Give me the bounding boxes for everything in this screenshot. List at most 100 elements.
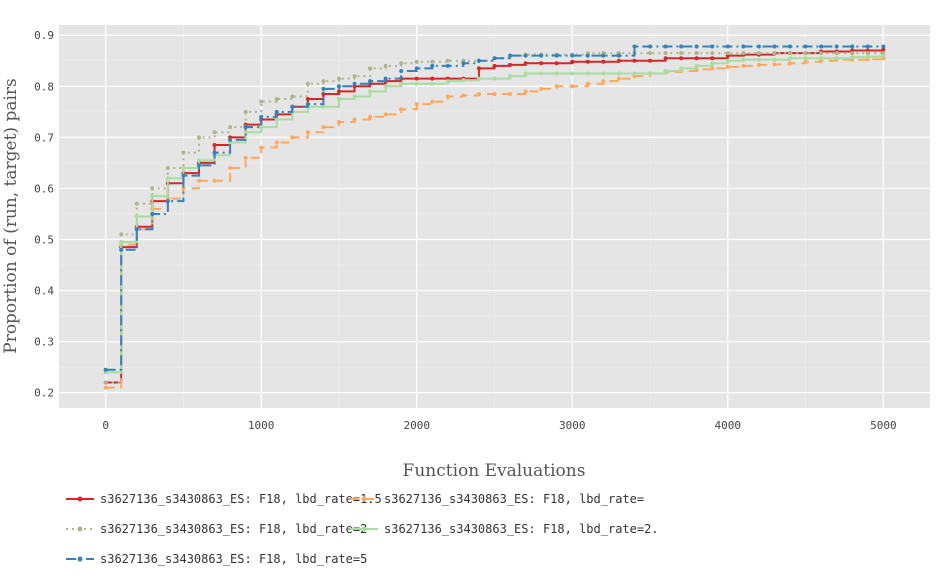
data-point [228, 125, 233, 130]
data-point [430, 99, 435, 104]
data-point [492, 76, 497, 81]
data-point [430, 59, 435, 64]
data-point [648, 58, 653, 63]
data-point [103, 385, 108, 390]
data-point [150, 186, 155, 191]
y-tick-label: 0.3 [34, 336, 54, 349]
data-point [181, 173, 186, 178]
data-point [228, 137, 233, 142]
data-point [741, 63, 746, 68]
data-point [865, 54, 870, 59]
data-point [539, 86, 544, 91]
data-point [788, 44, 793, 49]
data-point [570, 84, 575, 89]
data-point [725, 64, 730, 69]
data-point [196, 178, 201, 183]
data-point [663, 56, 668, 61]
data-point [103, 367, 108, 372]
data-point [819, 44, 824, 49]
data-point [632, 71, 637, 76]
data-point [679, 51, 684, 56]
data-point [601, 79, 606, 84]
data-point [508, 74, 513, 79]
data-point [321, 104, 326, 109]
data-point [663, 68, 668, 73]
data-point [383, 112, 388, 117]
data-point [819, 51, 824, 56]
data-point [741, 57, 746, 62]
data-point [274, 109, 279, 114]
legend-item-3: s3627136_s3430863_ES: F18, lbd_rate=2 [66, 522, 367, 536]
data-point [321, 79, 326, 84]
data-point [134, 201, 139, 206]
legend-label: s3627136_s3430863_ES: F18, lbd_rate=2. [384, 522, 659, 536]
data-point [461, 93, 466, 98]
legend-item-1: s3627136_s3430863_ES: F18, lbd_rate=1.5 [66, 492, 382, 506]
data-point [756, 51, 761, 56]
data-point [725, 44, 730, 49]
data-point [399, 68, 404, 73]
x-tick-label: 5000 [870, 419, 897, 432]
data-point [165, 199, 170, 204]
data-point [196, 135, 201, 140]
data-point [788, 61, 793, 66]
legend-label: s3627136_s3430863_ES: F18, lbd_rate=2 [100, 522, 367, 536]
data-point [336, 97, 341, 102]
data-point [585, 81, 590, 86]
data-point [383, 84, 388, 89]
data-point [803, 51, 808, 56]
data-point [508, 91, 513, 96]
legend-swatch-marker [77, 496, 83, 502]
data-point [803, 44, 808, 49]
data-point [430, 63, 435, 68]
data-point [274, 97, 279, 102]
data-point [679, 44, 684, 49]
data-point [368, 66, 373, 71]
data-point [181, 150, 186, 155]
x-tick-label: 3000 [559, 419, 586, 432]
data-point [414, 81, 419, 86]
data-point [663, 44, 668, 49]
data-point [694, 63, 699, 68]
data-point [352, 94, 357, 99]
data-point [725, 51, 730, 56]
data-point [290, 94, 295, 99]
data-point [679, 56, 684, 61]
data-point [399, 81, 404, 86]
data-point [834, 44, 839, 49]
data-point [103, 380, 108, 385]
x-tick-label: 0 [102, 419, 109, 432]
legend-label: s3627136_s3430863_ES: F18, lbd_rate=1.5 [100, 492, 382, 506]
y-tick-label: 0.5 [34, 233, 54, 246]
data-point [212, 130, 217, 135]
data-point [259, 145, 264, 150]
data-point [368, 89, 373, 94]
data-point [196, 158, 201, 163]
data-point [508, 53, 513, 58]
data-point [679, 66, 684, 71]
data-point [336, 89, 341, 94]
data-point [710, 51, 715, 56]
data-point [616, 58, 621, 63]
data-point [508, 62, 513, 67]
data-point [741, 44, 746, 49]
data-point [632, 44, 637, 49]
data-point [570, 71, 575, 76]
data-point [756, 57, 761, 62]
data-point [523, 53, 528, 58]
data-point [585, 53, 590, 58]
data-point [290, 135, 295, 140]
data-point [134, 214, 139, 219]
data-point [274, 117, 279, 122]
data-point [710, 44, 715, 49]
data-point [445, 94, 450, 99]
data-point [259, 125, 264, 130]
data-point [383, 63, 388, 68]
data-point [383, 76, 388, 81]
data-point [461, 78, 466, 83]
legend-swatch-marker [77, 526, 83, 532]
data-point [414, 66, 419, 71]
data-point [243, 155, 248, 160]
data-point [554, 53, 559, 58]
